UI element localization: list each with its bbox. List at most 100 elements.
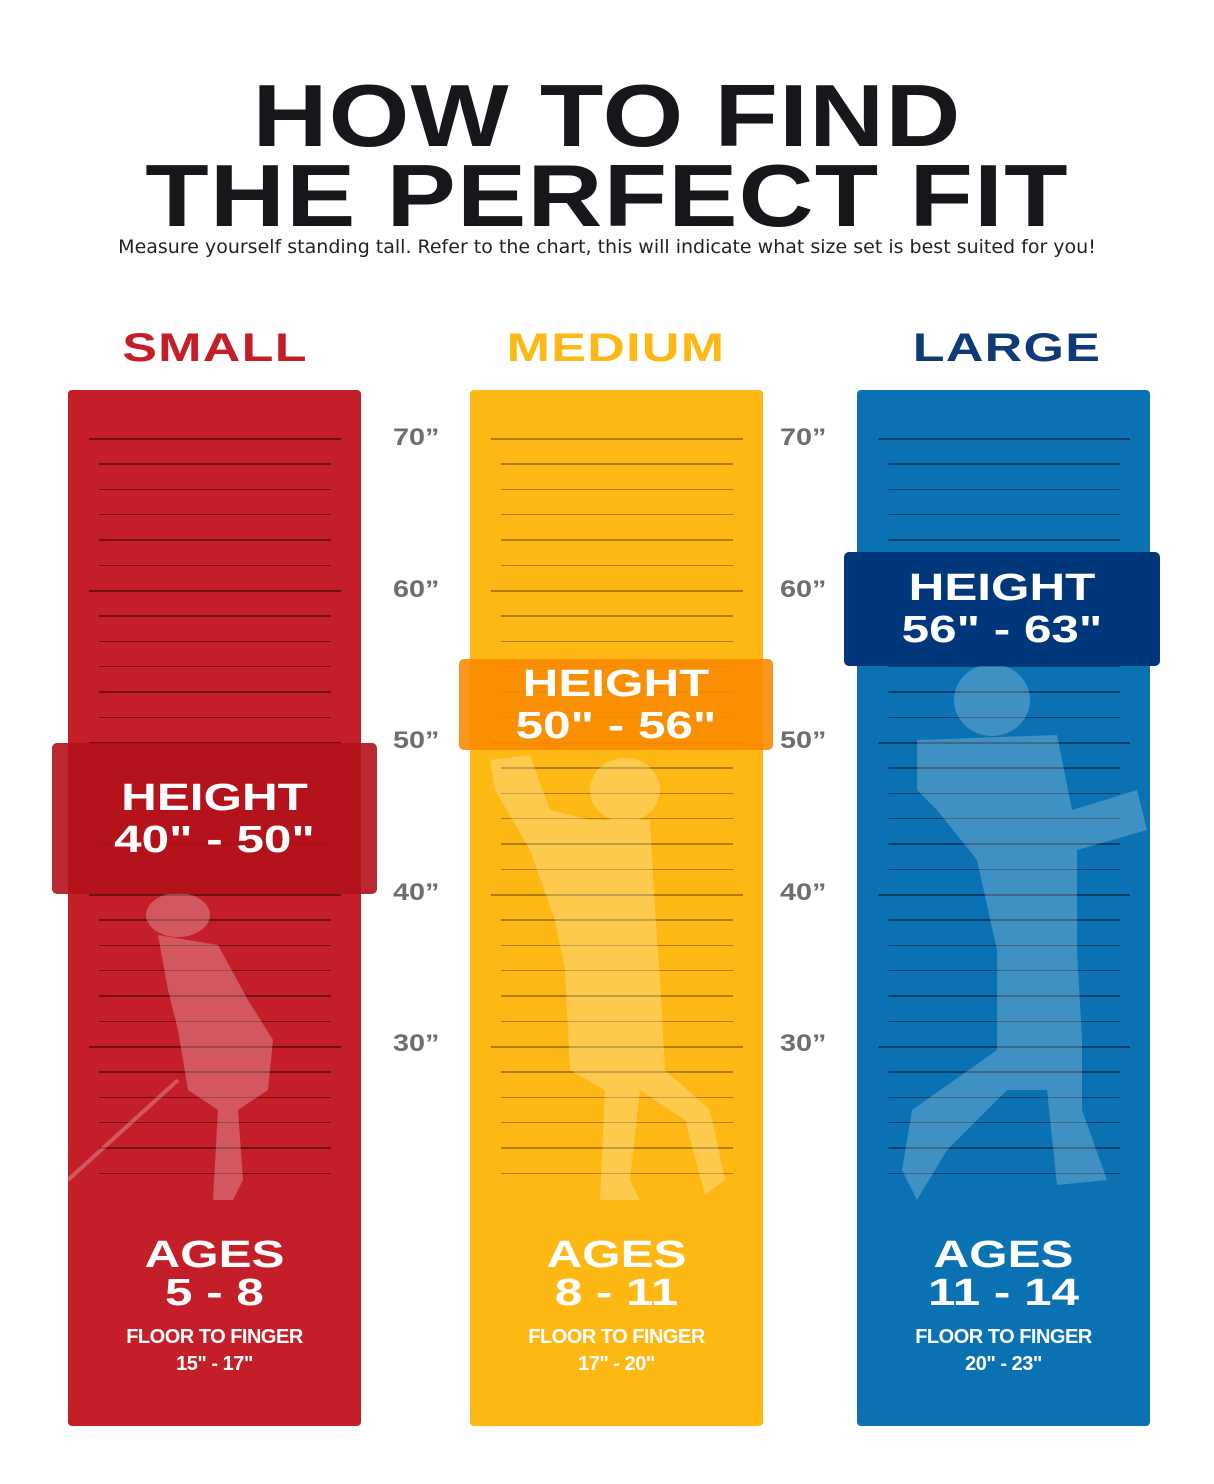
ruler-major-line bbox=[491, 589, 743, 592]
size-column-small: AGES 5 - 8 FLOOR TO FINGER 15" - 17" bbox=[68, 390, 361, 1426]
ruler-minor-line bbox=[99, 919, 331, 921]
ruler-minor-line bbox=[99, 716, 331, 718]
size-column-large: AGES 11 - 14 FLOOR TO FINGER 20" - 23" bbox=[857, 390, 1150, 1426]
ruler-major-line bbox=[89, 893, 341, 896]
ruler-minor-line bbox=[888, 792, 1120, 794]
scale-label: 40” bbox=[393, 878, 440, 906]
floor-to-finger-medium: FLOOR TO FINGER 17" - 20" bbox=[528, 1326, 705, 1375]
ruler-minor-line bbox=[501, 995, 733, 997]
ruler-major-line bbox=[491, 893, 743, 896]
ruler-major-line bbox=[878, 438, 1130, 440]
ruler-minor-line bbox=[99, 1020, 331, 1022]
floor-to-finger-small: FLOOR TO FINGER 15" - 17" bbox=[126, 1326, 303, 1375]
ruler-minor-line bbox=[888, 539, 1120, 541]
ruler-minor-line bbox=[501, 488, 733, 490]
ruler-minor-line bbox=[99, 513, 331, 516]
floor-to-finger-large: FLOOR TO FINGER 20" - 23" bbox=[915, 1326, 1092, 1375]
scale-label: 70” bbox=[393, 424, 440, 451]
ruler-major-line bbox=[89, 1045, 341, 1048]
height-range-badge-medium: HEIGHT 50" - 56" bbox=[459, 659, 773, 750]
title-line-2: THE PERFECT FIT bbox=[145, 146, 1069, 245]
ruler-minor-line bbox=[888, 1121, 1120, 1124]
ruler-minor-line bbox=[501, 817, 733, 820]
ruler-minor-line bbox=[99, 995, 331, 997]
ruler-minor-line bbox=[99, 640, 331, 642]
ruler-minor-line bbox=[501, 767, 733, 769]
ruler-minor-line bbox=[501, 1147, 733, 1149]
scale-label: 60” bbox=[780, 575, 827, 603]
ruler-minor-line bbox=[99, 564, 331, 566]
scale-label: 30” bbox=[393, 1030, 440, 1057]
ruler-minor-line bbox=[99, 615, 331, 617]
ruler-minor-line bbox=[888, 767, 1120, 769]
ruler-minor-line bbox=[888, 944, 1120, 946]
ruler-minor-line bbox=[501, 1071, 733, 1073]
ruler-minor-line bbox=[99, 1147, 331, 1149]
golfer-silhouette bbox=[490, 755, 725, 1200]
ruler-minor-line bbox=[501, 919, 733, 921]
ruler-minor-line bbox=[888, 1172, 1120, 1174]
ruler-minor-line bbox=[888, 995, 1120, 997]
golfer-silhouette bbox=[68, 893, 273, 1200]
ruler-minor-line bbox=[501, 792, 733, 794]
ages-large: AGES 11 - 14 bbox=[927, 1234, 1080, 1314]
ruler-minor-line bbox=[99, 969, 331, 972]
ruler-minor-line bbox=[888, 843, 1120, 845]
height-range-badge-small: HEIGHT 40" - 50" bbox=[52, 743, 377, 894]
ruler-minor-line bbox=[501, 539, 733, 541]
size-column-medium: AGES 8 - 11 FLOOR TO FINGER 17" - 20" bbox=[470, 390, 763, 1426]
ruler-minor-line bbox=[888, 1020, 1120, 1022]
ruler-minor-line bbox=[888, 691, 1120, 693]
ruler-minor-line bbox=[888, 488, 1120, 490]
ruler-major-line bbox=[89, 438, 341, 440]
ruler-minor-line bbox=[501, 1020, 733, 1022]
ruler-minor-line bbox=[888, 1071, 1120, 1073]
ruler-minor-line bbox=[99, 665, 331, 668]
ruler-minor-line bbox=[888, 716, 1120, 718]
ruler-minor-line bbox=[99, 488, 331, 490]
ruler-minor-line bbox=[99, 1172, 331, 1174]
ruler-minor-line bbox=[99, 463, 331, 465]
ruler-minor-line bbox=[501, 513, 733, 516]
ruler-minor-line bbox=[99, 539, 331, 541]
ruler-minor-line bbox=[888, 665, 1120, 668]
ruler-minor-line bbox=[888, 1147, 1120, 1149]
scale-label: 30” bbox=[780, 1030, 827, 1057]
ruler-minor-line bbox=[501, 1096, 733, 1098]
ruler-minor-line bbox=[888, 919, 1120, 921]
ruler-minor-line bbox=[99, 691, 331, 693]
height-range-badge-large: HEIGHT 56" - 63" bbox=[844, 552, 1160, 666]
ruler-minor-line bbox=[501, 868, 733, 870]
ruler-minor-line bbox=[501, 1121, 733, 1124]
ruler-minor-line bbox=[888, 463, 1120, 465]
ruler-major-line bbox=[878, 893, 1130, 896]
ages-small: AGES 5 - 8 bbox=[144, 1234, 285, 1314]
ruler-minor-line bbox=[501, 969, 733, 972]
ruler-minor-line bbox=[888, 513, 1120, 516]
scale-label: 50” bbox=[393, 727, 440, 754]
ruler-minor-line bbox=[501, 1172, 733, 1174]
ruler-minor-line bbox=[501, 843, 733, 845]
ruler-minor-line bbox=[501, 564, 733, 566]
ruler-minor-line bbox=[501, 640, 733, 642]
ruler-major-line bbox=[878, 1045, 1130, 1048]
ruler-minor-line bbox=[99, 1096, 331, 1098]
ruler-minor-line bbox=[99, 944, 331, 946]
ruler-major-line bbox=[491, 1045, 743, 1048]
ages-medium: AGES 8 - 11 bbox=[546, 1234, 687, 1314]
ruler-major-line bbox=[878, 741, 1130, 744]
golfer-silhouette bbox=[902, 664, 1147, 1200]
ruler-minor-line bbox=[501, 944, 733, 946]
scale-label: 60” bbox=[393, 575, 440, 603]
title-line-1: HOW TO FIND bbox=[252, 66, 962, 165]
ruler-minor-line bbox=[99, 1071, 331, 1073]
scale-label: 40” bbox=[780, 878, 827, 906]
scale-label: 70” bbox=[780, 424, 827, 451]
scale-label: 50” bbox=[780, 727, 827, 754]
ruler-minor-line bbox=[501, 615, 733, 617]
ruler-minor-line bbox=[501, 463, 733, 465]
size-heading-small: SMALL bbox=[122, 326, 308, 370]
ruler-minor-line bbox=[888, 817, 1120, 820]
size-heading-medium: MEDIUM bbox=[506, 326, 726, 370]
ruler-minor-line bbox=[888, 868, 1120, 870]
